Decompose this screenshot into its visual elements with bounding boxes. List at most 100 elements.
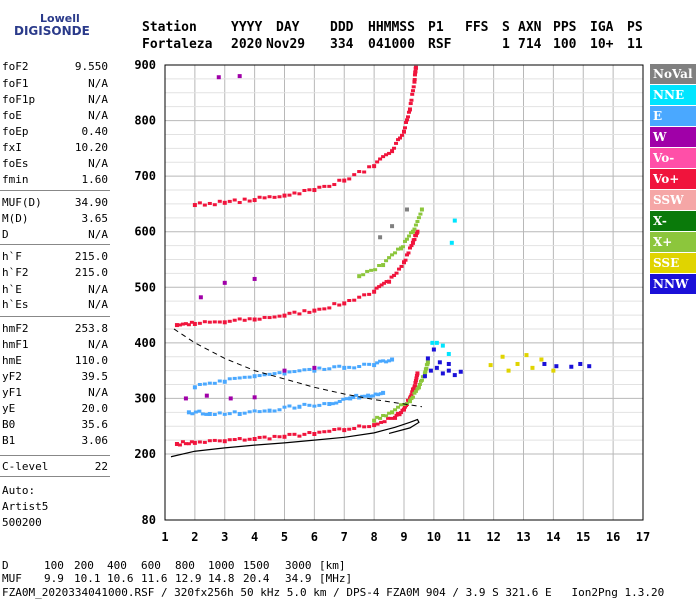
series-NNE	[430, 218, 457, 356]
data-point	[202, 203, 207, 207]
logo-digisonde: DIGISONDE	[14, 24, 90, 38]
data-point	[347, 177, 352, 181]
header-value: 714	[518, 37, 542, 52]
series-X+	[357, 207, 424, 279]
footer-info: FZA0M_2020334041000.RSF / 320fx256h 50 k…	[2, 586, 665, 599]
y-tick-label: 400	[134, 336, 156, 350]
data-point	[363, 394, 368, 398]
data-point	[267, 195, 272, 199]
data-point	[399, 411, 404, 415]
data-point	[189, 440, 194, 444]
artist-label: Artist5	[2, 500, 49, 513]
y-tick-label: 700	[134, 169, 156, 183]
data-point	[337, 427, 342, 431]
data-point	[174, 323, 179, 328]
data-point	[177, 443, 182, 447]
data-point	[390, 410, 395, 415]
x-tick-label: 1	[161, 530, 168, 544]
param-name: foEs	[2, 157, 29, 170]
data-point	[337, 303, 342, 307]
data-point	[202, 440, 207, 444]
data-point	[396, 138, 401, 142]
data-point	[292, 191, 297, 195]
data-point	[362, 293, 367, 297]
data-point	[428, 368, 433, 373]
data-point	[347, 365, 352, 369]
param-value: N/A	[88, 157, 108, 170]
data-point	[272, 372, 277, 376]
data-point	[357, 424, 362, 428]
data-point	[412, 384, 417, 388]
data-point	[357, 170, 362, 174]
data-point	[398, 136, 403, 140]
param-row: fxI 10.20	[2, 141, 108, 155]
data-point	[197, 201, 202, 205]
data-point	[372, 289, 377, 294]
legend: NoVal NNE E W Vo- Vo+ SSW X- X+ SSE NNW	[650, 64, 696, 294]
data-point	[415, 387, 420, 391]
data-point	[458, 369, 463, 374]
param-row: hmF2 253.8	[2, 322, 108, 336]
x-tick-label: 3	[221, 530, 228, 544]
data-point	[197, 440, 202, 444]
data-point	[217, 411, 222, 415]
data-point	[232, 438, 237, 442]
data-point	[387, 256, 392, 260]
header-value: RSF	[428, 37, 452, 52]
data-point	[252, 317, 257, 322]
data-point	[232, 318, 237, 322]
param-name: C-level	[2, 460, 49, 473]
y-tick-label: 200	[134, 447, 156, 461]
data-point	[183, 322, 188, 326]
data-point	[381, 155, 386, 159]
header-value: Nov29	[266, 37, 306, 52]
data-point	[406, 234, 411, 238]
data-point	[394, 141, 399, 145]
data-point	[186, 323, 191, 327]
data-point	[377, 263, 382, 267]
data-point	[407, 246, 412, 250]
param-row: M(D) 3.65	[2, 212, 108, 226]
data-point	[217, 379, 222, 383]
data-point	[204, 393, 209, 398]
data-point	[539, 357, 544, 362]
data-point	[378, 359, 383, 363]
footer-muf-value: 14.8	[208, 572, 235, 585]
data-point	[382, 281, 387, 285]
data-point	[342, 301, 347, 306]
data-point	[317, 185, 322, 189]
data-point	[413, 66, 418, 70]
data-point	[222, 320, 227, 325]
header-label: IGA	[590, 20, 614, 35]
data-point	[307, 188, 312, 192]
param-row: foF1 N/A	[2, 77, 108, 91]
data-point	[327, 184, 332, 188]
data-point	[337, 399, 342, 403]
data-point	[207, 381, 212, 385]
data-point	[373, 392, 378, 396]
data-point	[393, 251, 398, 255]
param-row: foE N/A	[2, 109, 108, 123]
data-point	[242, 411, 247, 415]
x-tick-label: 4	[251, 530, 258, 544]
data-point	[384, 259, 389, 263]
param-row: h`Es N/A	[2, 298, 108, 312]
data-point	[242, 197, 247, 201]
data-point	[386, 416, 391, 420]
data-point	[237, 411, 242, 416]
data-point	[327, 306, 332, 310]
data-point	[361, 273, 366, 277]
data-point	[252, 276, 257, 281]
y-tick-label: 600	[134, 225, 156, 239]
footer-muf-value: 10.6	[107, 572, 134, 585]
data-point	[354, 393, 359, 397]
data-point	[367, 362, 372, 366]
data-point	[292, 406, 297, 410]
data-point	[414, 376, 419, 380]
data-point	[277, 314, 282, 318]
param-separator	[0, 244, 110, 245]
data-point	[362, 425, 367, 429]
header-label: FFS	[465, 20, 489, 35]
data-point	[200, 412, 205, 416]
param-separator	[0, 476, 110, 477]
